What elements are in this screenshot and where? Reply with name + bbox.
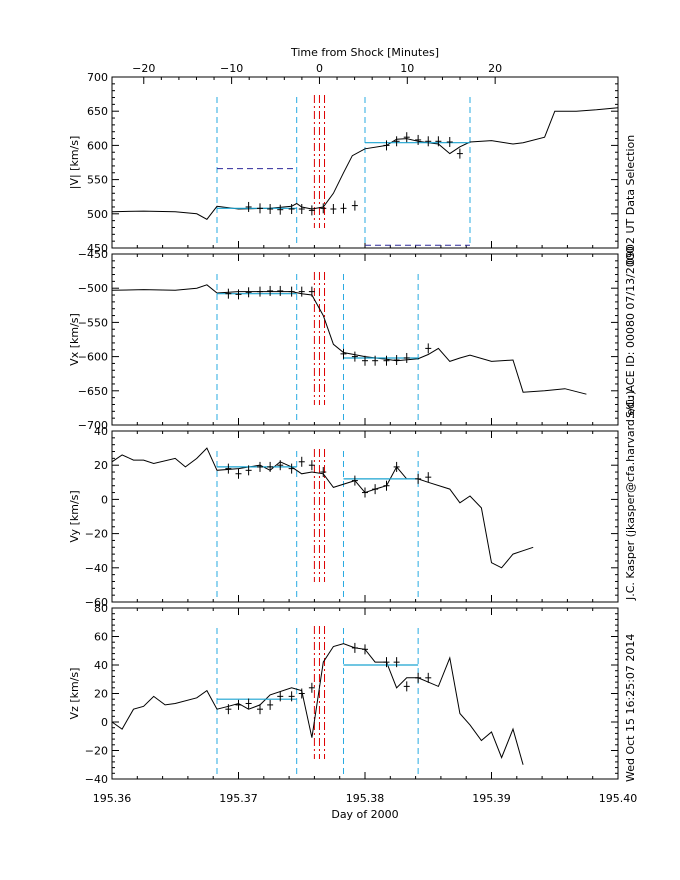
top-axis-tick-label: 10	[400, 62, 414, 75]
y-tick-label: 0	[101, 716, 108, 729]
top-axis-tick-label: −10	[220, 62, 243, 75]
y-tick-label: 60	[94, 631, 108, 644]
y-tick-label: 650	[87, 105, 108, 118]
top-axis-label: Time from Shock [Minutes]	[290, 46, 439, 59]
y-axis-label: |V| [km/s]	[68, 136, 81, 190]
y-tick-label: −650	[78, 385, 108, 398]
y-tick-label: −700	[78, 419, 108, 432]
y-tick-label: 600	[87, 139, 108, 152]
y-tick-label: 0	[101, 493, 108, 506]
y-tick-label: 40	[94, 659, 108, 672]
top-axis-tick-label: −20	[132, 62, 155, 75]
y-tick-label: −60	[85, 596, 108, 609]
y-tick-label: −20	[85, 745, 108, 758]
x-axis-tick-label: 195.40	[599, 792, 638, 805]
y-tick-label: −500	[78, 282, 108, 295]
y-tick-label: −20	[85, 528, 108, 541]
y-tick-label: −40	[85, 562, 108, 575]
y-tick-label: −450	[78, 248, 108, 261]
x-axis-tick-label: 195.39	[472, 792, 511, 805]
data-series-line	[111, 284, 587, 395]
panel-frame	[111, 253, 619, 426]
y-axis-label: Vx [km/s]	[68, 313, 81, 366]
top-axis-tick-label: 20	[488, 62, 502, 75]
x-axis-tick-label: 195.37	[219, 792, 258, 805]
y-tick-label: −40	[85, 773, 108, 786]
x-axis-label: Day of 2000	[331, 808, 398, 821]
panel-frame	[111, 430, 619, 603]
y-tick-label: 20	[94, 688, 108, 701]
y-tick-label: 20	[94, 459, 108, 472]
y-tick-label: 450	[87, 242, 108, 255]
side-label-author: J.C. Kasper (jkasper@cfa.harvard.edu)	[624, 391, 637, 601]
y-tick-label: 500	[87, 208, 108, 221]
y-tick-label: 80	[94, 602, 108, 615]
data-series-line	[111, 447, 534, 569]
side-label-date: Wed Oct 15 16:25:07 2014	[624, 634, 637, 782]
top-axis-tick-label: 0	[316, 62, 323, 75]
y-tick-label: 40	[94, 425, 108, 438]
data-series-line	[111, 107, 619, 220]
y-tick-label: 700	[87, 71, 108, 84]
x-axis-tick-label: 195.38	[346, 792, 385, 805]
x-axis-tick-label: 195.36	[93, 792, 132, 805]
y-tick-label: 550	[87, 174, 108, 187]
y-axis-label: Vy [km/s]	[68, 490, 81, 542]
side-label-selection: 0902 UT Data Selection	[624, 135, 637, 265]
y-tick-label: −550	[78, 316, 108, 329]
y-tick-label: −600	[78, 351, 108, 364]
side-label-spacecraft: S/C: ACE ID: 00080 07/13/2000	[624, 246, 637, 418]
panel-frame	[111, 607, 619, 780]
data-series-line	[111, 643, 524, 765]
y-axis-label: Vz [km/s]	[68, 668, 81, 720]
